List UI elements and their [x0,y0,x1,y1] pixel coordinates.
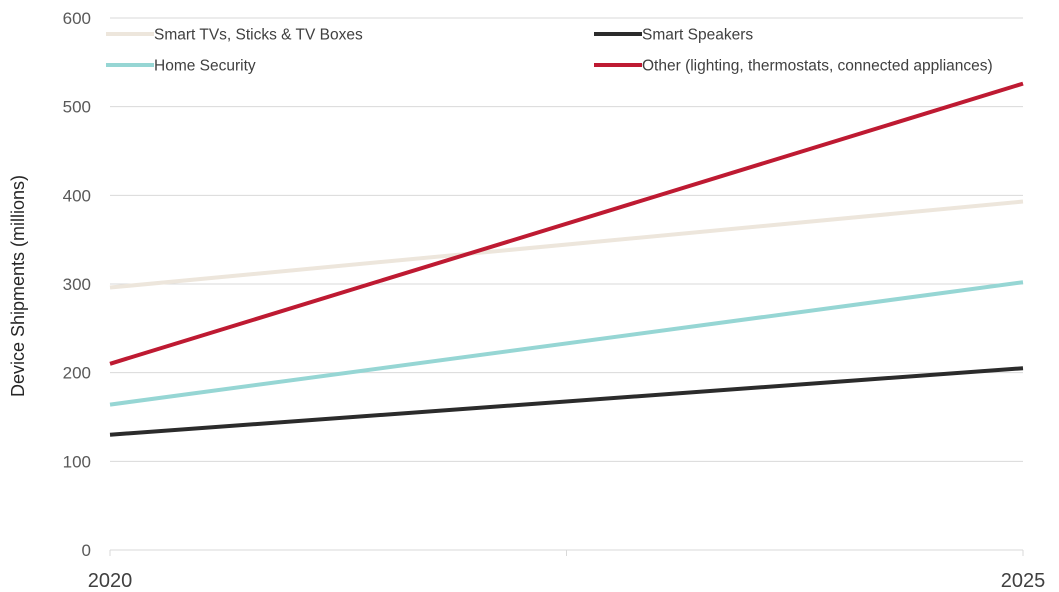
series-line-1 [109,366,1024,437]
legend: Smart TVs, Sticks & TV Boxes Smart Speake… [106,27,993,75]
series-line-3 [109,81,1024,366]
y-tick-label: 0 [82,541,91,560]
legend-label: Other (lighting, thermostats, connected … [642,58,993,75]
series-lines [109,81,1024,437]
y-tick-label: 100 [63,452,91,471]
legend-label: Smart TVs, Sticks & TV Boxes [154,27,363,44]
y-tick-label: 200 [63,364,91,383]
y-tick-label: 500 [63,98,91,117]
x-tick-label: 2020 [88,570,133,592]
grid-lines [110,17,1023,462]
y-tick-label: 400 [63,186,91,205]
legend-label: Smart Speakers [642,27,753,44]
y-axis-title: Device Shipments (millions) [8,175,28,397]
y-tick-label: 600 [63,9,91,28]
x-tick-label: 2025 [1001,570,1046,592]
y-tick-label: 300 [63,275,91,294]
series-line-2 [109,280,1024,407]
y-axis-tick-labels: 0 100 200 300 400 500 600 [63,9,91,560]
x-axis [109,549,1024,556]
series-line-0 [109,199,1024,290]
x-axis-tick-labels: 2020 2025 [88,570,1046,592]
legend-label: Home Security [154,58,256,75]
